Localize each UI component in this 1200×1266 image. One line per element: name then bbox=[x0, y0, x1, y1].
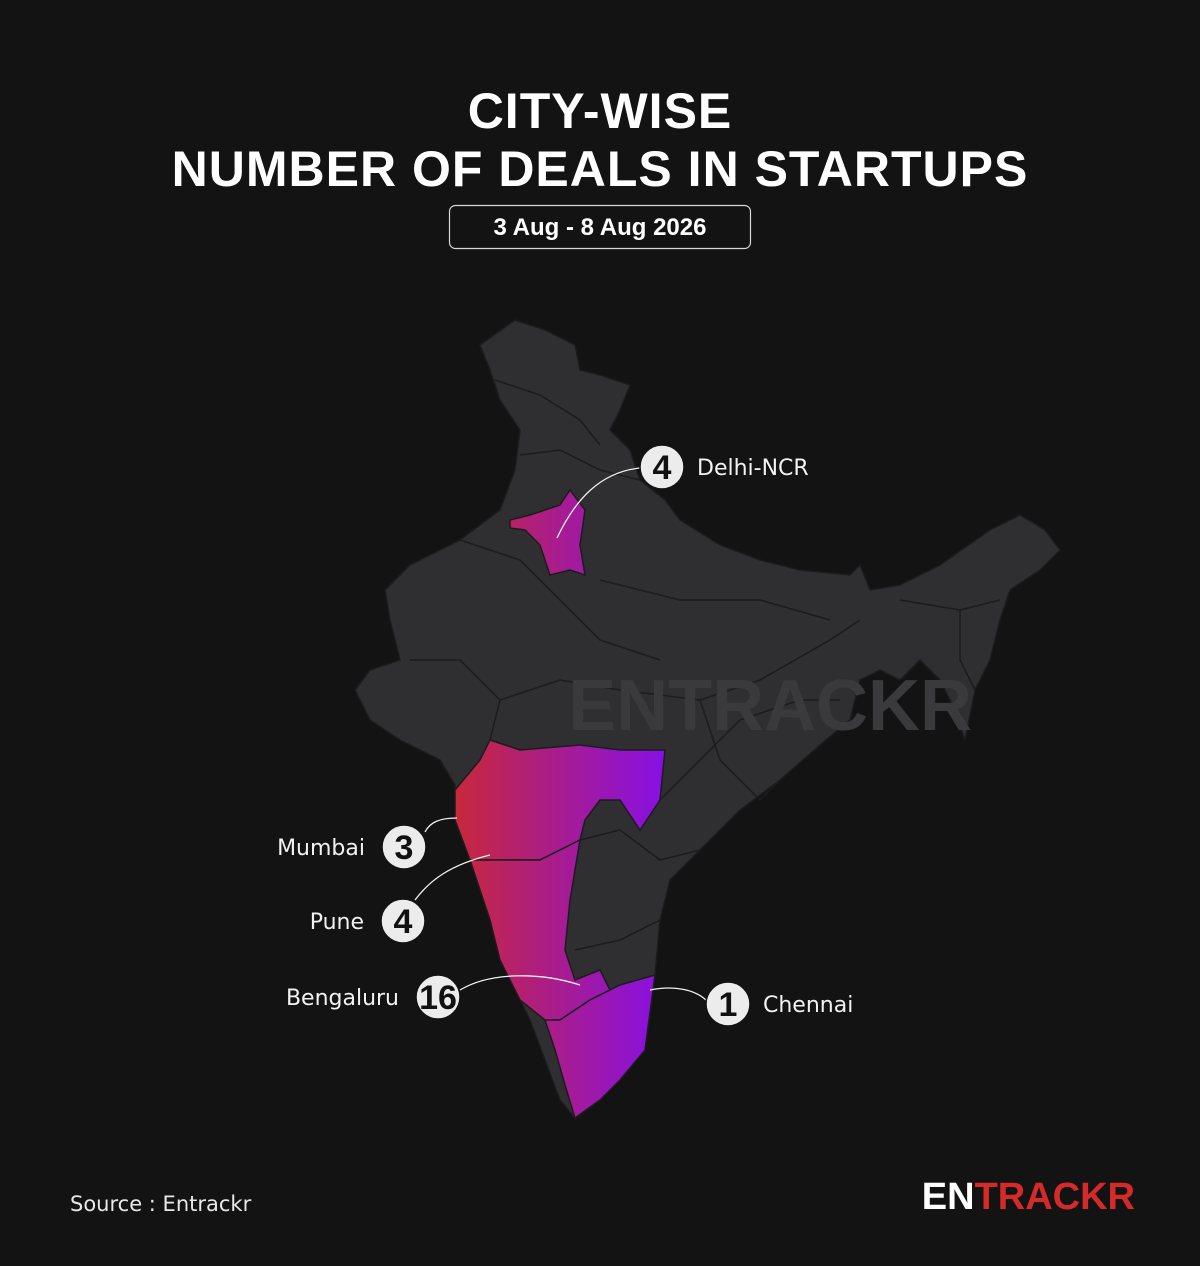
city-name: Delhi-NCR bbox=[697, 456, 809, 481]
deal-badge bbox=[380, 898, 426, 944]
deal-count: 16 bbox=[419, 979, 457, 1017]
deal-badge bbox=[705, 981, 751, 1027]
source: Source : Entrackr bbox=[70, 1192, 252, 1216]
leader-line bbox=[649, 987, 707, 1001]
deal-count: 4 bbox=[653, 449, 672, 487]
date-range: 3 Aug - 8 Aug 2026 bbox=[494, 214, 707, 241]
deal-count: 3 bbox=[395, 829, 414, 867]
leader-line bbox=[459, 975, 581, 991]
city-name: Bengaluru bbox=[286, 986, 399, 1011]
leader-line bbox=[556, 467, 641, 539]
city-name: Chennai bbox=[763, 993, 853, 1018]
logo-rest: TRACKR bbox=[975, 1176, 1135, 1218]
highlight-tamil-nadu bbox=[543, 973, 656, 1120]
city-name: Mumbai bbox=[277, 836, 365, 861]
deal-count: 1 bbox=[719, 986, 738, 1024]
logo-first: EN bbox=[922, 1176, 975, 1218]
logo: ENTRACKR bbox=[922, 1176, 1135, 1218]
title-line: NUMBER OF DEALS IN STARTUPS bbox=[172, 141, 1029, 197]
title-line: CITY-WISE bbox=[468, 83, 733, 139]
leader-line bbox=[424, 817, 458, 833]
state-borders bbox=[410, 379, 1001, 951]
leader-line bbox=[414, 854, 491, 901]
deal-badge bbox=[639, 444, 685, 490]
highlight-karnataka bbox=[468, 838, 612, 1021]
deal-count: 4 bbox=[394, 903, 413, 941]
deal-badge bbox=[381, 824, 427, 870]
date-box bbox=[448, 204, 752, 250]
deal-badge bbox=[415, 974, 461, 1020]
highlight-delhi-ncr bbox=[509, 488, 586, 577]
city-markers: 4 Delhi-NCR 3 Mumbai 4 Pune 16 Bengaluru 1 Chenna… bbox=[277, 444, 853, 1027]
watermark: ENTRACKR bbox=[568, 666, 972, 746]
city-name: Pune bbox=[310, 910, 364, 935]
india-map: ENTRACKR bbox=[354, 319, 1061, 1120]
